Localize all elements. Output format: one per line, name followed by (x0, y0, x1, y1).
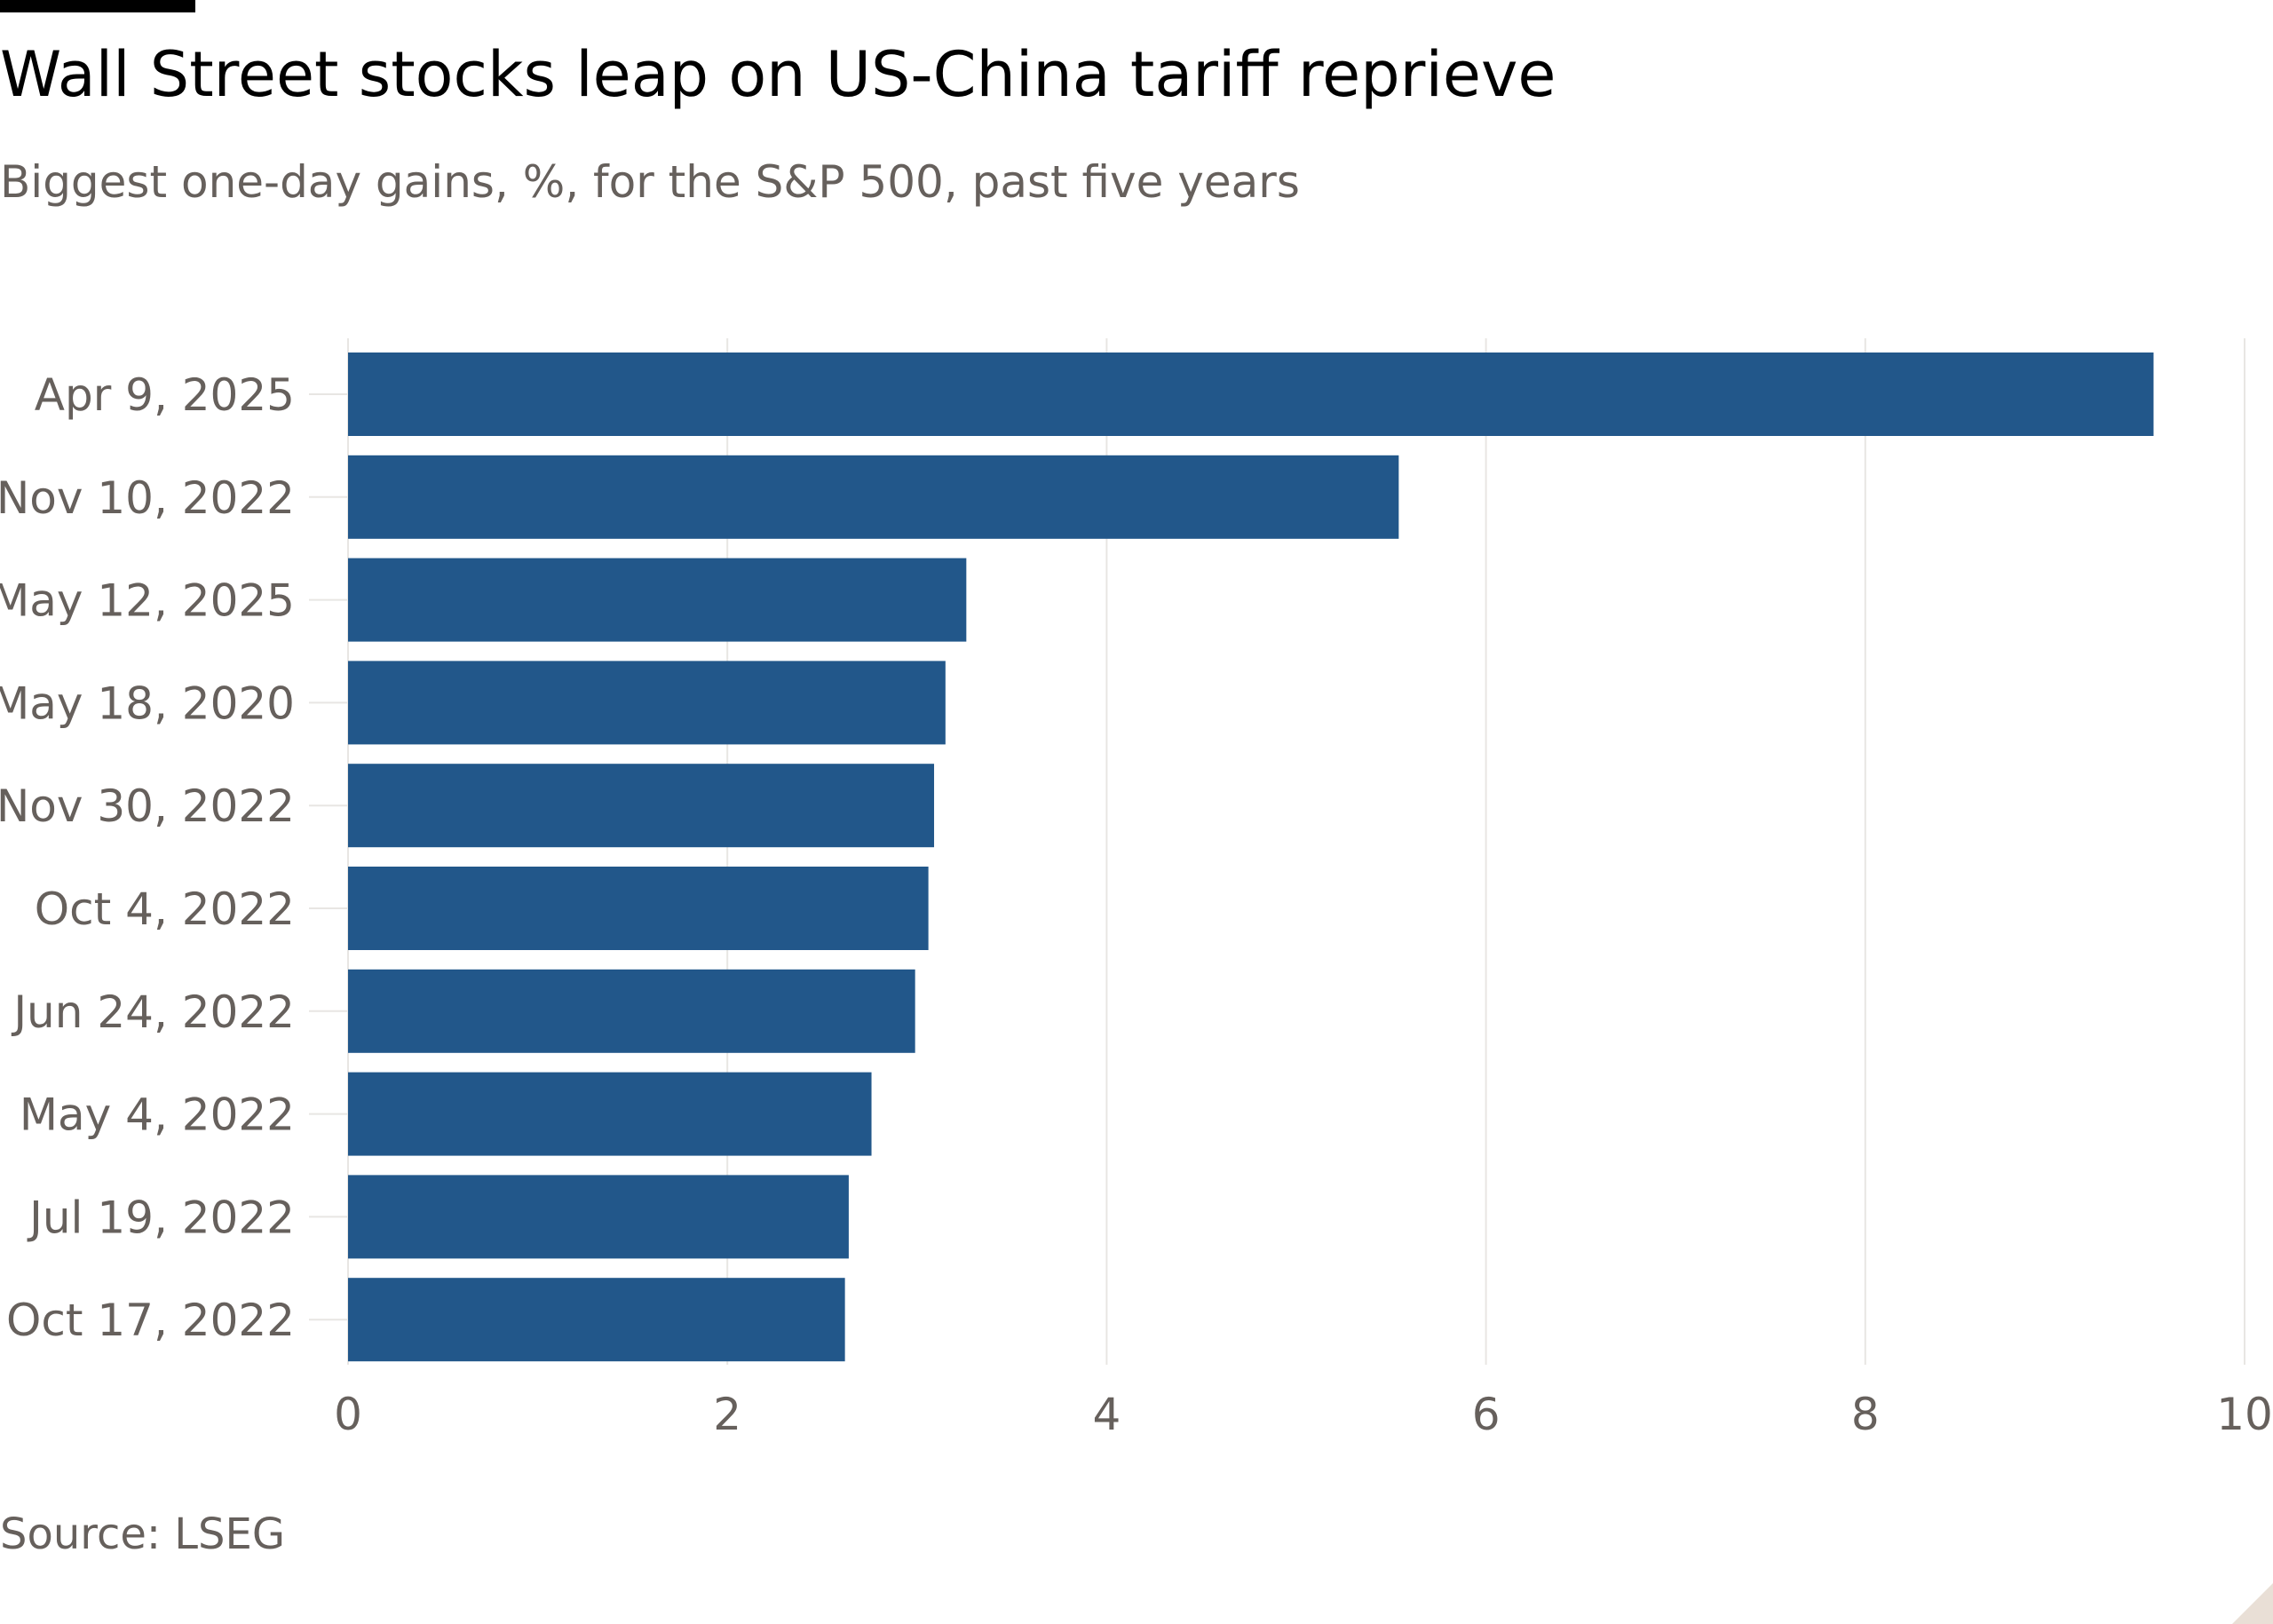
chart-title: Wall Street stocks leap on US-China tari… (0, 38, 1556, 111)
x-tick-labels: 0 2 4 6 8 10 (334, 1389, 2273, 1440)
category-label: May 18, 2020 (0, 677, 295, 729)
x-tick-label: 10 (2216, 1389, 2273, 1440)
category-label: May 4, 2022 (20, 1089, 295, 1141)
bar (348, 764, 935, 848)
category-label: Jul 19, 2022 (27, 1192, 295, 1243)
bars (348, 353, 2154, 1362)
corner-mark (2232, 1583, 2273, 1624)
category-label: May 12, 2025 (0, 575, 295, 627)
category-label: Oct 17, 2022 (6, 1295, 295, 1346)
chart-subtitle: Biggest one-day gains, %, for the S&P 50… (0, 156, 1300, 208)
top-rule (0, 0, 195, 12)
bar (348, 353, 2154, 436)
x-tick-label: 8 (1851, 1389, 1880, 1440)
bar (348, 558, 967, 642)
category-label: Jun 24, 2022 (11, 986, 295, 1038)
category-label: Nov 10, 2022 (0, 472, 295, 524)
x-tick-label: 4 (1092, 1389, 1121, 1440)
bar (348, 969, 915, 1053)
x-tick-label: 6 (1472, 1389, 1501, 1440)
bar (348, 867, 929, 950)
category-label: Apr 9, 2025 (35, 369, 295, 421)
category-label: Oct 4, 2022 (35, 883, 295, 935)
x-tick-label: 2 (713, 1389, 741, 1440)
category-labels: Apr 9, 2025 Nov 10, 2022 May 12, 2025 May 1… (0, 369, 348, 1346)
x-tick-label: 0 (334, 1389, 362, 1440)
bar (348, 455, 1399, 539)
bar (348, 1175, 849, 1259)
category-label: Nov 30, 2022 (0, 780, 295, 832)
bar (348, 1278, 845, 1362)
bar (348, 661, 946, 745)
source-note: Source: LSEG (0, 1509, 286, 1559)
bar (348, 1072, 872, 1156)
